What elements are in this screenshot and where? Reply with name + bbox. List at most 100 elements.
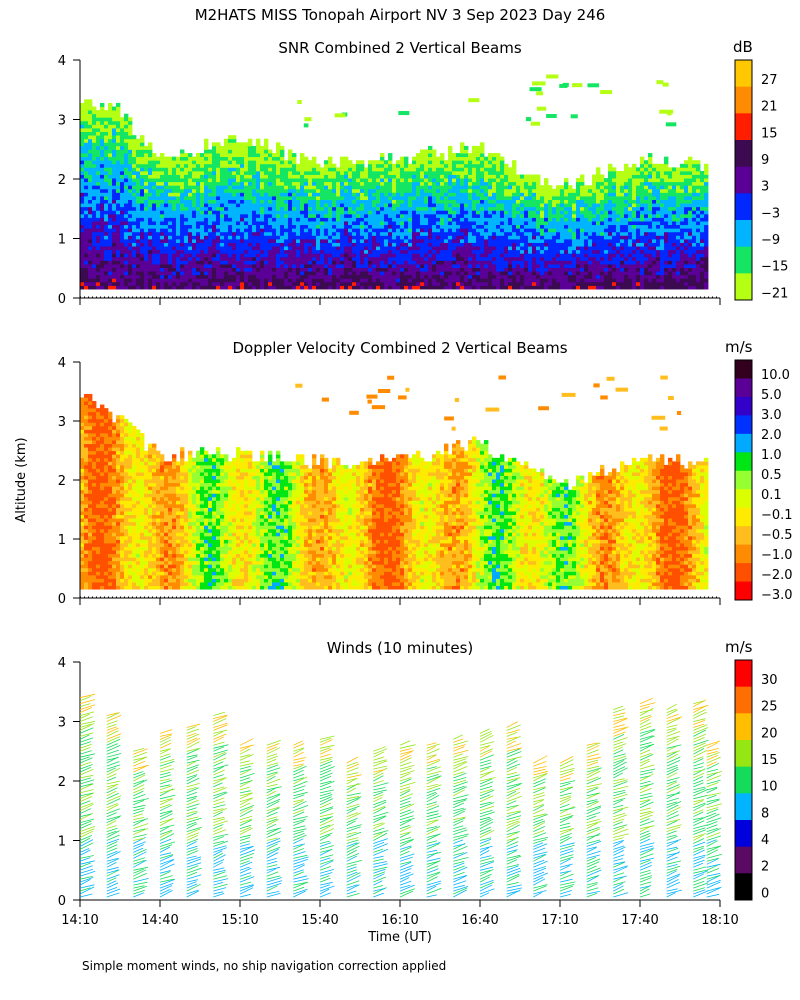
- heatmap-cell: [348, 221, 353, 226]
- heatmap-cell: [492, 174, 497, 179]
- heatmap-cell: [88, 181, 93, 186]
- heatmap-cell: [416, 192, 421, 197]
- heatmap-cell: [440, 156, 445, 161]
- heatmap-cell: [264, 199, 269, 204]
- heatmap-cell: [216, 153, 221, 158]
- heatmap-cell: [436, 281, 441, 286]
- heatmap-cell: [268, 267, 273, 272]
- heatmap-cell: [124, 117, 129, 122]
- heatmap-cell: [300, 170, 305, 175]
- heatmap-cell: [532, 246, 537, 251]
- heatmap-cell: [160, 206, 165, 211]
- heatmap-cell: [456, 221, 461, 226]
- heatmap-cell: [468, 213, 473, 218]
- heatmap-cell: [328, 174, 333, 179]
- heatmap-cell: [256, 242, 261, 247]
- heatmap-cell: [80, 274, 85, 279]
- heatmap-cell: [340, 167, 345, 172]
- heatmap-cell: [368, 213, 373, 218]
- heatmap-cell: [112, 142, 117, 147]
- heatmap-cell: [504, 281, 509, 286]
- heatmap-cell: [156, 160, 161, 165]
- heatmap-cell: [412, 256, 417, 261]
- heatmap-cell: [220, 235, 225, 240]
- heatmap-cell: [240, 246, 245, 251]
- heatmap-cell: [112, 138, 117, 143]
- heatmap-cell: [120, 156, 125, 161]
- heatmap-cell: [484, 185, 489, 190]
- heatmap-cell: [248, 274, 253, 279]
- heatmap-cell: [540, 224, 545, 229]
- heatmap-cell: [104, 192, 109, 197]
- heatmap-cell: [392, 256, 397, 261]
- heatmap-cell: [416, 199, 421, 204]
- heatmap-cell: [112, 124, 117, 129]
- heatmap-cell: [284, 285, 289, 290]
- heatmap-cell: [100, 253, 105, 258]
- heatmap-cell: [440, 174, 445, 179]
- heatmap-cell: [584, 246, 589, 251]
- heatmap-cell: [220, 178, 225, 183]
- heatmap-cell: [372, 206, 377, 211]
- heatmap-cell: [200, 228, 205, 233]
- heatmap-cell: [100, 264, 105, 268]
- heatmap-cell: [596, 185, 601, 190]
- heatmap-cell: [432, 260, 437, 265]
- heatmap-cell: [520, 178, 525, 183]
- heatmap-cell: [192, 256, 197, 261]
- heatmap-cell: [268, 281, 273, 286]
- heatmap-cell: [240, 274, 245, 279]
- heatmap-cell: [80, 174, 85, 179]
- heatmap-cell: [512, 213, 517, 218]
- heatmap-cell: [248, 185, 253, 190]
- heatmap-cell: [464, 249, 469, 254]
- heatmap-cell: [516, 260, 521, 265]
- heatmap-cell: [92, 238, 97, 243]
- heatmap-cell: [244, 174, 249, 179]
- heatmap-cell: [380, 256, 385, 261]
- heatmap-cell: [492, 253, 497, 258]
- heatmap-cell: [104, 253, 109, 258]
- heatmap-cell: [288, 181, 293, 186]
- heatmap-cell: [96, 281, 101, 286]
- heatmap-cell: [284, 185, 289, 190]
- heatmap-cell: [200, 274, 205, 279]
- heatmap-cell: [472, 188, 477, 193]
- heatmap-cell: [368, 285, 373, 290]
- heatmap-cell: [348, 163, 353, 168]
- heatmap-cell: [480, 235, 485, 240]
- heatmap-cell: [220, 231, 225, 236]
- heatmap-cell: [504, 178, 509, 183]
- heatmap-cell: [176, 221, 181, 226]
- heatmap-cell: [116, 188, 121, 193]
- heatmap-cell: [484, 256, 489, 261]
- heatmap-cell: [80, 156, 85, 161]
- heatmap-cell: [536, 203, 541, 208]
- heatmap-cell: [268, 181, 273, 186]
- heatmap-cell: [172, 160, 177, 165]
- heatmap-cell: [208, 242, 213, 247]
- heatmap-cell: [516, 217, 521, 222]
- heatmap-cell: [232, 156, 237, 161]
- heatmap-cell: [480, 228, 485, 233]
- heatmap-cell: [216, 224, 221, 229]
- heatmap-cell: [128, 196, 133, 200]
- heatmap-cell: [296, 185, 301, 190]
- heatmap-cell: [356, 224, 361, 229]
- heatmap-cell: [144, 238, 149, 243]
- heatmap-cell: [472, 203, 477, 208]
- heatmap-cell: [332, 274, 337, 279]
- heatmap-cell: [412, 160, 417, 165]
- heatmap-cell: [228, 145, 233, 150]
- heatmap-cell: [304, 185, 309, 190]
- heatmap-cell: [384, 170, 389, 175]
- heatmap-cell: [296, 281, 301, 286]
- heatmap-cell: [300, 278, 305, 283]
- heatmap-cell: [148, 228, 153, 233]
- heatmap-cell: [592, 224, 597, 229]
- heatmap-cell: [260, 181, 265, 186]
- heatmap-cell: [140, 246, 145, 251]
- heatmap-cell: [440, 170, 445, 175]
- heatmap-cell: [328, 249, 333, 254]
- heatmap-cell: [240, 160, 245, 165]
